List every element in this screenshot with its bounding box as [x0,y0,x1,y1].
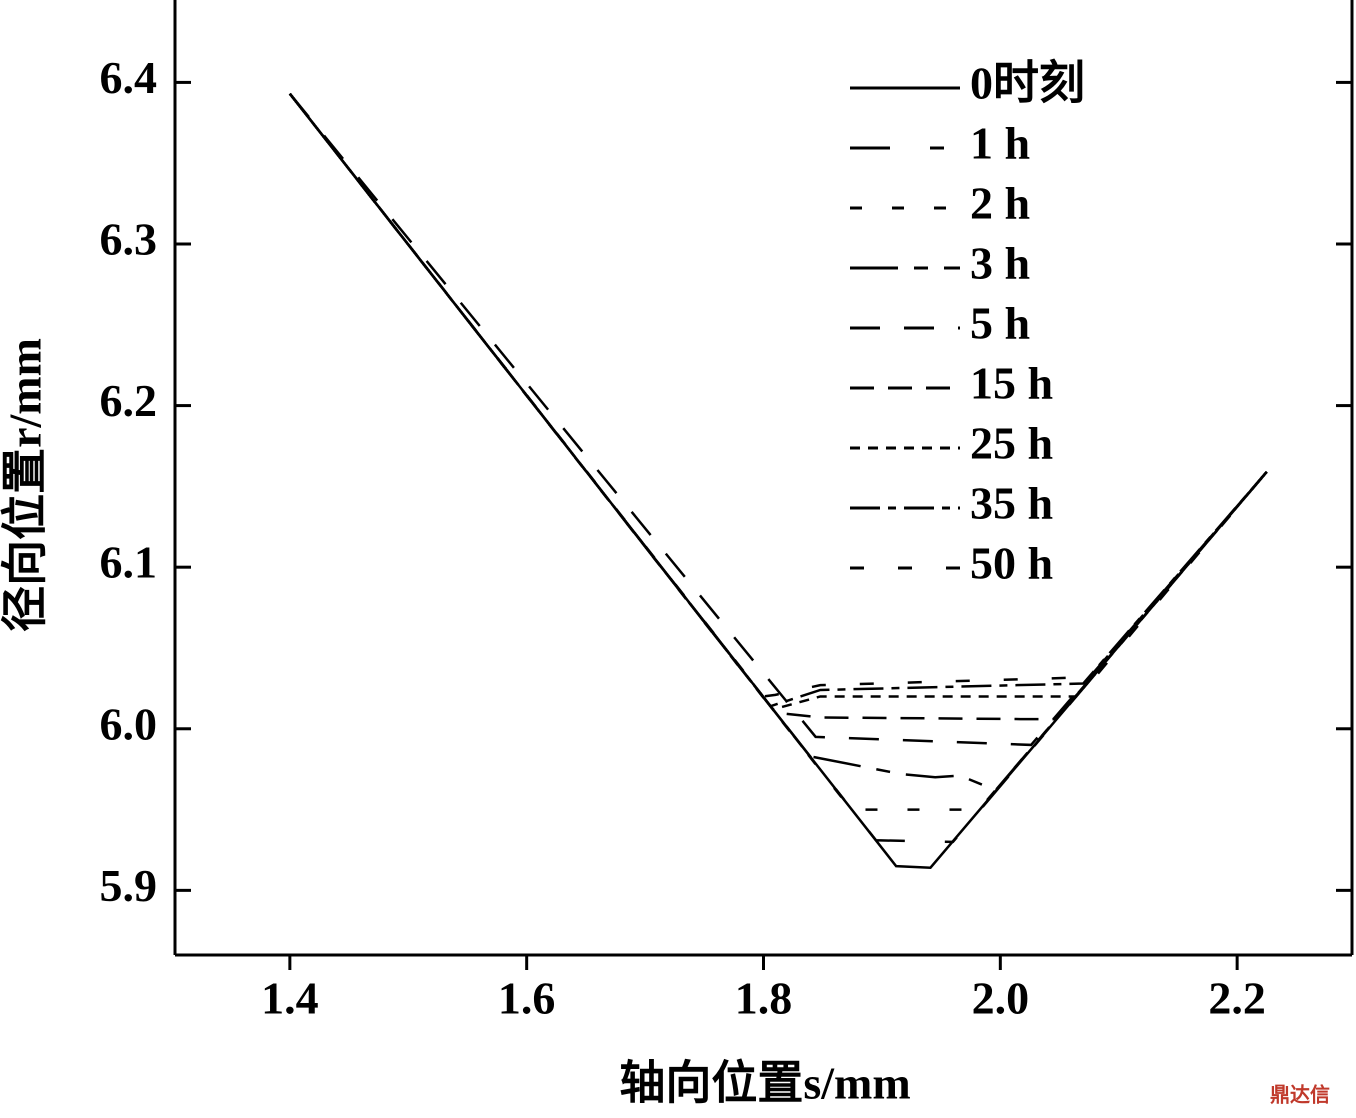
x-tick-label: 1.4 [261,973,319,1024]
y-tick-label: 5.9 [100,860,158,911]
x-axis-label: 轴向位置s/mm [619,1058,910,1109]
legend-label: 0时刻 [970,58,1085,109]
legend-label: 5 h [970,298,1030,349]
legend-label: 3 h [970,238,1030,289]
series-line [288,92,1268,844]
legend-label: 25 h [970,418,1053,469]
x-tick-label: 1.6 [498,973,556,1024]
watermark: 鼎达信 [1270,1083,1330,1107]
series-line [288,92,1268,721]
legend-label: 35 h [970,478,1053,529]
legend-label: 15 h [970,358,1053,409]
series-line [288,92,1268,811]
y-tick-label: 6.0 [100,698,158,749]
x-tick-label: 2.2 [1208,973,1266,1024]
y-tick-label: 6.3 [100,214,158,265]
series-line [288,92,1268,698]
y-tick-label: 6.1 [100,537,158,588]
series-line [288,92,1268,708]
x-tick-label: 2.0 [972,973,1030,1024]
x-tick-label: 1.8 [735,973,793,1024]
series-line [288,92,1268,711]
y-tick-label: 6.4 [100,52,158,103]
series-line [288,92,1268,870]
series-line [288,92,1268,792]
legend-label: 1 h [970,118,1030,169]
series-line [288,92,1268,747]
legend-label: 2 h [970,178,1030,229]
legend-label: 50 h [970,538,1053,589]
y-axis-label: 径向位置r/mm [0,338,51,632]
y-tick-label: 6.2 [100,375,158,426]
